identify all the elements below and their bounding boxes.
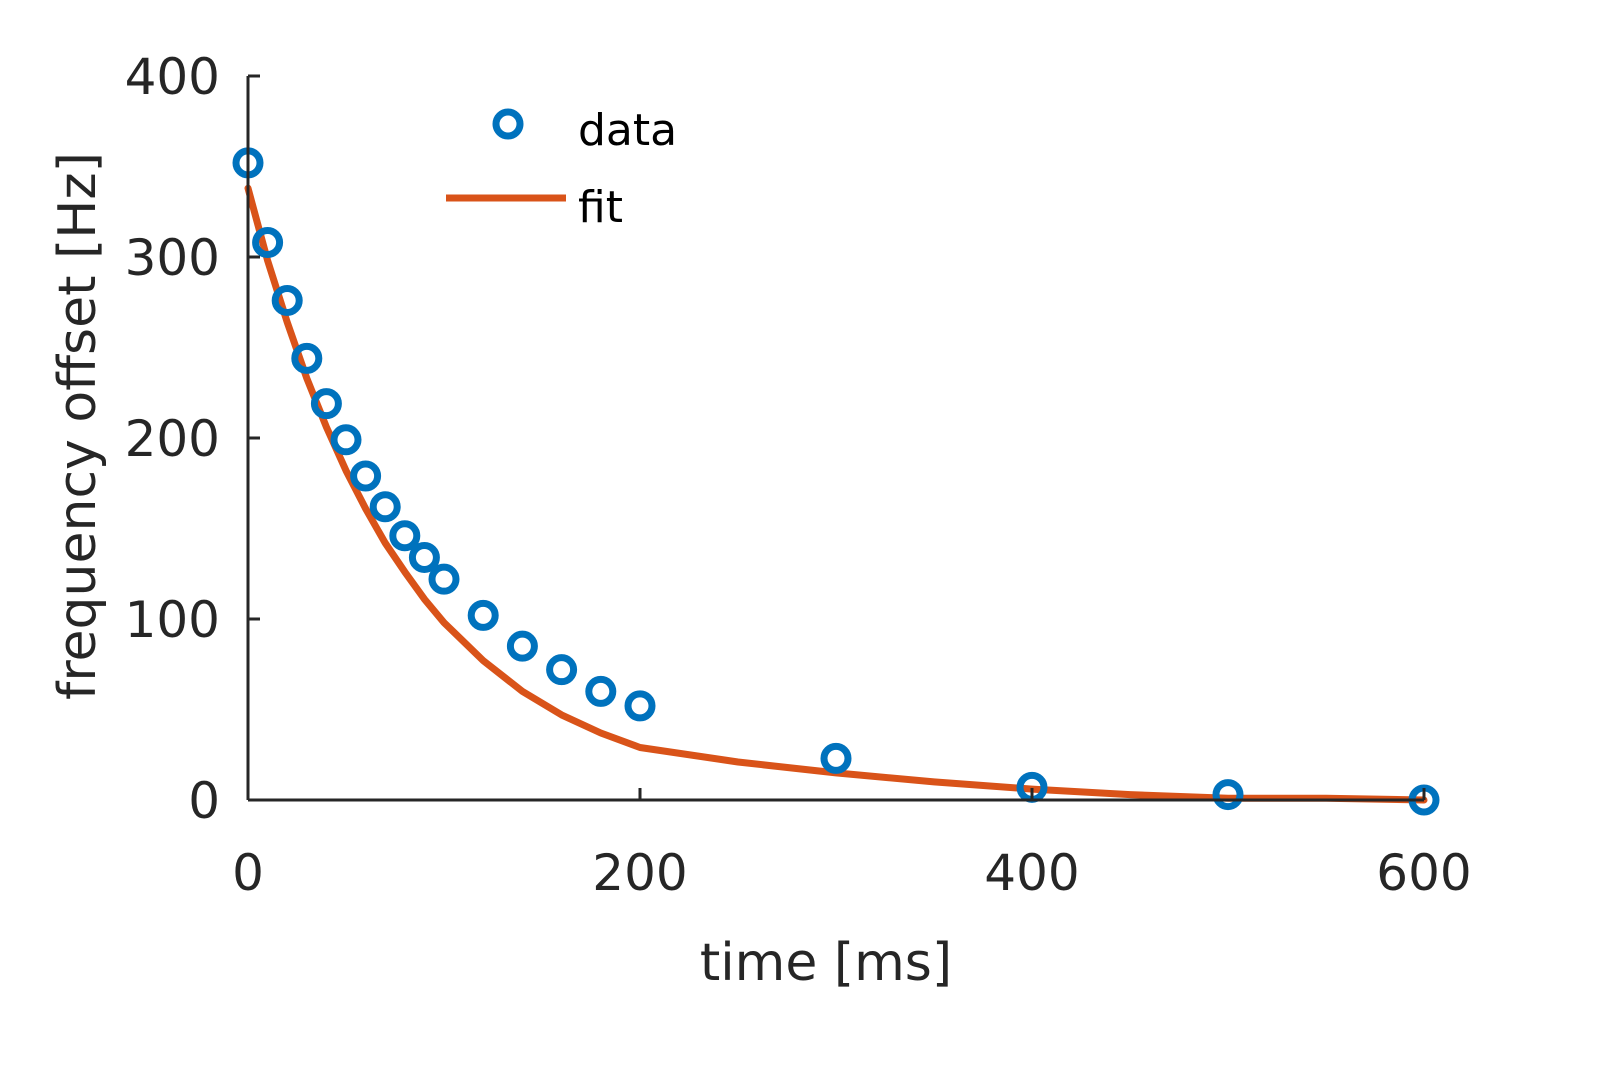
y-tick-label: 400 [125,48,220,106]
data-point [585,675,617,707]
data-point [310,388,342,420]
y-tick-label: 300 [125,229,220,287]
legend: data fit [446,105,677,233]
y-axis-title: frequency offset [Hz] [48,152,108,700]
data-point [252,227,284,259]
data-point [467,599,499,631]
data-point [350,460,382,492]
data-point [1212,779,1244,811]
data-point [820,742,852,774]
plot-area [232,147,1440,816]
x-tick-label: 400 [984,844,1079,902]
x-axis-title: time [ms] [700,933,952,993]
data-point [291,342,323,374]
legend-fit-label: fit [578,182,623,233]
x-tick-label: 0 [232,844,264,902]
y-tick-label: 200 [125,410,220,468]
data-point [408,541,440,573]
data-point [369,491,401,523]
data-point [624,690,656,722]
x-tick-label: 600 [1376,844,1471,902]
ticks: 0 200 400 600 0 100 200 300 400 [125,48,1472,902]
data-point [389,520,421,552]
data-point [546,654,578,686]
y-tick-label: 0 [188,772,220,830]
data-point [271,284,303,316]
x-tick-label: 200 [592,844,687,902]
fit-series-line [244,184,1428,804]
data-point [428,563,460,595]
y-tick-label: 100 [125,591,220,649]
legend-data-label: data [578,105,677,156]
data-point [330,424,362,456]
axes [246,76,1424,802]
data-point [506,630,538,662]
legend-data-marker [492,108,524,140]
